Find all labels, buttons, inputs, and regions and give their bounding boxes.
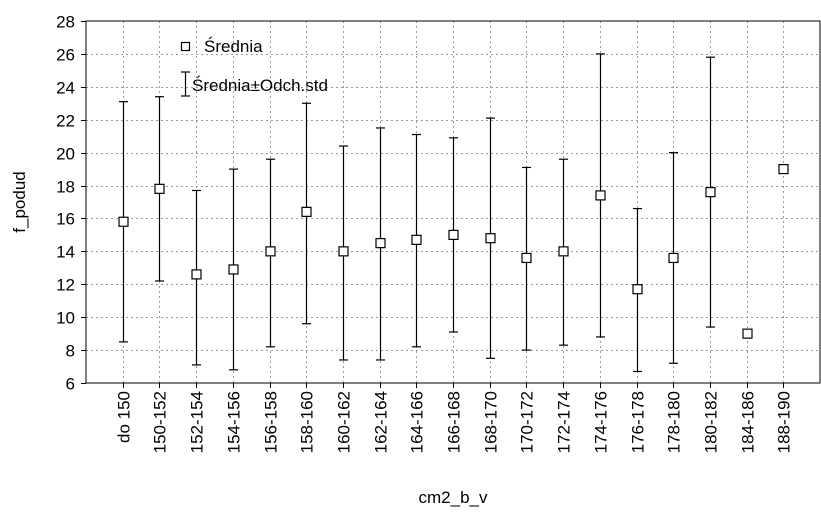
y-tick-label: 8 [66,342,75,361]
y-axis-title: f_podud [10,171,29,232]
y-tick-label: 22 [56,112,75,131]
y-axis: 6 8 10 12 14 16 18 20 22 24 26 28 [56,13,86,394]
mean-marker [228,264,239,275]
mean-marker [118,216,129,227]
y-tick-label: 14 [56,243,75,262]
x-tick-label: 188-190 [775,391,794,453]
legend: Średnia Średnia±Odch.std [180,37,328,97]
y-tick-label: 16 [56,210,75,229]
x-tick-label: 154-156 [225,391,244,453]
mean-marker [778,163,789,175]
mean-marker [411,234,422,245]
legend-whisker-marker [181,71,190,97]
y-tick-label: 28 [56,13,75,32]
x-axis: do 150 150-152 152-154 154-156 156-158 158-16… [115,383,794,453]
mean-marker [301,206,312,217]
x-tick-label: 184-186 [739,391,758,453]
x-tick-label: 162-164 [372,391,391,453]
x-tick-label: 160-162 [335,391,354,453]
x-tick-label: 168-170 [482,391,501,453]
mean-marker [595,190,606,201]
x-tick-label: do 150 [115,391,134,443]
legend-mean-marker [180,41,191,52]
mean-marker [632,284,643,295]
y-tick-label: 26 [56,46,75,65]
y-tick-label: 6 [66,375,75,394]
y-tick-label: 10 [56,309,75,328]
mean-marker [375,238,386,249]
mean-marker [448,229,459,241]
x-tick-label: 180-182 [702,391,721,453]
mean-marker [191,269,202,280]
legend-whisker-label: Średnia±Odch.std [192,76,328,95]
x-tick-label: 174-176 [592,391,611,453]
mean-marker [154,183,165,194]
x-tick-label: 152-154 [188,391,207,453]
x-axis-title: cm2_b_v [419,488,488,507]
legend-mean-label: Średnia [204,37,263,56]
mean-marker [742,328,753,339]
mean-marker [705,187,716,198]
mean-marker [265,246,276,257]
x-tick-label: 170-172 [518,391,537,453]
x-tick-label: 178-180 [665,391,684,453]
y-tick-label: 24 [56,79,75,98]
mean-marker [521,252,532,264]
x-tick-label: 172-174 [555,391,574,453]
data-layer [118,53,789,373]
x-tick-label: 164-166 [408,391,427,453]
mean-marker [668,252,679,264]
y-tick-label: 18 [56,178,75,197]
mean-marker [558,246,569,257]
x-tick-label: 150-152 [151,391,170,453]
x-tick-label: 156-158 [262,391,281,453]
mean-marker [485,233,496,244]
x-tick-label: 166-168 [445,391,464,453]
y-tick-label: 12 [56,276,75,295]
x-tick-label: 176-178 [629,391,648,453]
x-tick-label: 158-160 [298,391,317,453]
mean-marker [338,246,349,257]
y-tick-label: 20 [56,145,75,164]
